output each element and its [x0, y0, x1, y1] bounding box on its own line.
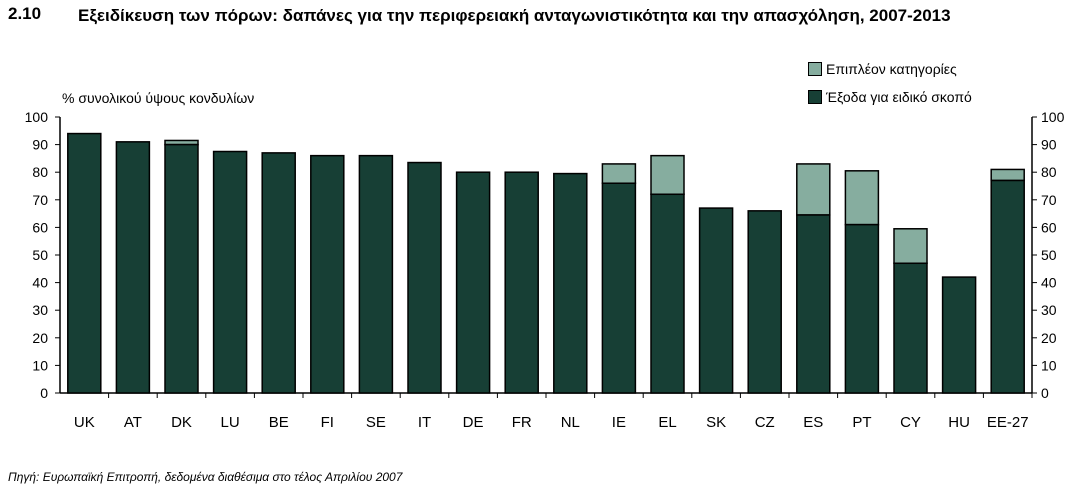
- x-tick-label: FI: [321, 414, 334, 431]
- x-tick-label: BE: [269, 414, 289, 431]
- bar-additional: [844, 170, 880, 226]
- bar-earmarked: [164, 143, 199, 394]
- x-tick-label: DE: [463, 414, 484, 431]
- figure-number: 2.10: [8, 4, 42, 23]
- y-tick-label-right: 80: [1041, 164, 1057, 180]
- legend-swatch-earmarked: [808, 90, 822, 104]
- y-tick-label-right: 100: [1041, 109, 1065, 125]
- bar-earmarked: [844, 223, 880, 394]
- y-tick-label-left: 0: [40, 385, 48, 401]
- y-tick-label-right: 50: [1041, 247, 1057, 263]
- bar-earmarked: [407, 161, 442, 394]
- x-tick-label: EE-27: [987, 414, 1029, 431]
- bar-earmarked: [67, 132, 102, 394]
- y-axis-label: % συνολικού ύψους κονδυλίων: [62, 90, 255, 106]
- x-tick-label: NL: [561, 414, 580, 431]
- legend-item-additional: Επιπλέον κατηγορίες: [808, 58, 972, 80]
- axes: [55, 116, 1037, 398]
- source-note: Πηγή: Ευρωπαϊκή Επιτροπή, δεδομένα διαθέ…: [8, 470, 403, 484]
- legend-swatch-additional: [808, 62, 822, 76]
- bar-earmarked: [115, 141, 151, 394]
- bar-earmarked: [796, 214, 831, 394]
- y-tick-label-left: 30: [32, 302, 48, 318]
- y-tick-label-right: 0: [1041, 385, 1049, 401]
- bar-earmarked: [941, 276, 977, 394]
- y-tick-label-left: 40: [32, 275, 48, 291]
- y-tick-label-right: 70: [1041, 192, 1057, 208]
- legend: Επιπλέον κατηγορίες Έξοδα για ειδικό σκο…: [808, 58, 972, 114]
- x-tick-label: CY: [900, 414, 921, 431]
- y-tick-label-left: 70: [32, 192, 48, 208]
- y-tick-label-right: 20: [1041, 330, 1057, 346]
- legend-label-earmarked: Έξοδα για ειδικό σκοπό: [826, 89, 972, 105]
- x-tick-label: EL: [658, 414, 676, 431]
- bar-earmarked: [990, 179, 1025, 394]
- x-tick-label: AT: [124, 414, 142, 431]
- bar-earmarked: [358, 154, 394, 394]
- y-tick-label-left: 80: [32, 164, 48, 180]
- bar-earmarked: [747, 210, 782, 394]
- bar-earmarked: [650, 193, 685, 394]
- bar-earmarked: [310, 154, 345, 394]
- x-tick-label: CZ: [755, 414, 775, 431]
- x-tick-label: SE: [366, 414, 386, 431]
- x-tick-label: UK: [74, 414, 95, 431]
- y-tick-label-right: 90: [1041, 137, 1057, 153]
- bar-additional: [893, 228, 928, 265]
- x-tick-label: LU: [221, 414, 240, 431]
- y-tick-label-left: 100: [25, 109, 49, 125]
- legend-item-earmarked: Έξοδα για ειδικό σκοπό: [808, 86, 972, 108]
- x-tick-label: PT: [852, 414, 871, 431]
- x-tick-label: IT: [418, 414, 431, 431]
- x-tick-label: FR: [512, 414, 532, 431]
- y-tick-label-left: 90: [32, 137, 48, 153]
- bar-earmarked: [698, 207, 734, 394]
- y-tick-label-left: 50: [32, 247, 48, 263]
- bar-earmarked: [261, 152, 296, 394]
- bar-earmarked: [212, 150, 248, 394]
- y-tick-label-left: 20: [32, 330, 48, 346]
- y-tick-label-right: 60: [1041, 219, 1057, 235]
- y-tick-label-right: 10: [1041, 357, 1057, 373]
- bar-additional: [796, 163, 831, 216]
- y-tick-label-right: 40: [1041, 275, 1057, 291]
- bar-additional: [601, 163, 637, 184]
- x-tick-label: SK: [706, 414, 726, 431]
- x-tick-label: DK: [171, 414, 192, 431]
- bar-additional: [990, 168, 1025, 182]
- bar-earmarked: [455, 171, 491, 394]
- x-tick-label: HU: [948, 414, 970, 431]
- y-tick-label-left: 10: [32, 357, 48, 373]
- bar-earmarked: [601, 182, 637, 394]
- bar-earmarked: [553, 172, 588, 394]
- x-tick-label: ES: [803, 414, 823, 431]
- bar-additional: [650, 154, 685, 196]
- y-tick-label-left: 60: [32, 219, 48, 235]
- x-tick-label: IE: [612, 414, 626, 431]
- axis-labels: 0 0 10 10 20 20 30 30 40 40 50 50 60 60 70 70 80 80 90 90 10…: [25, 109, 1065, 431]
- bars: [67, 132, 1025, 394]
- bar-earmarked: [893, 262, 928, 394]
- figure-title: Εξειδίκευση των πόρων: δαπάνες για την π…: [78, 6, 951, 25]
- bar-earmarked: [504, 171, 539, 394]
- y-tick-label-right: 30: [1041, 302, 1057, 318]
- legend-label-additional: Επιπλέον κατηγορίες: [826, 61, 957, 77]
